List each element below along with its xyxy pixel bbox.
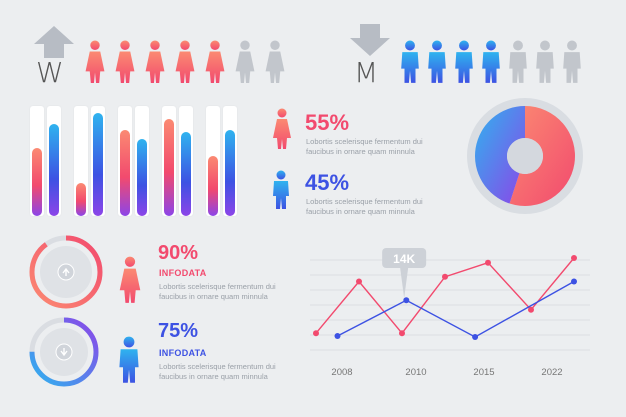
bar <box>164 119 174 216</box>
men-description: Lobortis scelerisque fermentum dui faucib… <box>306 197 423 216</box>
x-tick-label: 2010 <box>405 367 426 378</box>
bar <box>76 183 86 216</box>
woman-icon <box>273 108 291 149</box>
woman-icon <box>205 40 225 83</box>
arrow-glyph <box>62 267 70 276</box>
series-line-0 <box>315 257 575 335</box>
annotation-box <box>382 248 427 268</box>
woman-icon <box>145 40 165 83</box>
bar <box>225 130 235 216</box>
donut-hole <box>507 138 543 174</box>
woman-icon <box>175 40 195 83</box>
men-percentage: 45% <box>305 170 350 195</box>
data-point <box>356 278 362 285</box>
data-point <box>442 273 448 280</box>
data-point <box>313 330 319 337</box>
up-arrow-icon <box>34 26 74 58</box>
women-progress-ring <box>29 235 103 309</box>
bar <box>120 130 130 216</box>
men-progress-ring <box>29 317 99 387</box>
women-icon-row <box>84 40 286 84</box>
man-icon <box>428 40 446 83</box>
bar <box>181 132 191 216</box>
women-letter: W <box>36 56 64 89</box>
annotation-pointer <box>400 268 409 298</box>
donut-slice-men <box>475 106 525 204</box>
women-percentage: 55% <box>305 110 350 135</box>
woman-icon <box>85 40 105 83</box>
data-point <box>571 255 577 261</box>
man-icon <box>455 40 473 83</box>
series-line-1 <box>337 280 575 338</box>
men-infodata-label: INFODATA <box>159 348 207 358</box>
woman-icon <box>265 40 285 83</box>
down-arrow-icon <box>350 24 390 56</box>
data-point <box>403 297 410 304</box>
women-infodata-label: INFODATA <box>159 268 207 278</box>
men-progress-percentage: 75% <box>158 320 199 342</box>
ring-progress <box>29 235 103 309</box>
arrow-glyph <box>60 348 68 357</box>
man-icon <box>536 40 554 83</box>
x-tick-label: 2015 <box>473 367 494 378</box>
man-icon <box>273 170 289 209</box>
men-icon-row <box>400 40 582 84</box>
woman-icon <box>115 40 135 83</box>
men-letter: M <box>354 56 379 89</box>
data-point <box>528 306 534 313</box>
annotation-label: 14K <box>393 252 415 266</box>
line-chart: 14K 2008 2010 2015 2022 <box>310 248 590 378</box>
man-icon <box>482 40 500 83</box>
women-progress-percentage: 90% <box>158 242 199 264</box>
bar <box>49 123 59 216</box>
woman-icon <box>119 256 141 303</box>
men-progress-description: Lobortis scelerisque fermentum dui faucib… <box>159 362 276 381</box>
donut-slice-women <box>509 106 575 206</box>
women-progress-description: Lobortis scelerisque fermentum dui faucib… <box>159 282 276 301</box>
data-point <box>571 278 577 285</box>
bar <box>93 112 103 216</box>
man-icon <box>119 336 139 383</box>
man-icon <box>509 40 527 83</box>
donut-chart <box>467 98 583 214</box>
bar-chart <box>30 100 240 216</box>
data-point <box>472 333 479 340</box>
x-tick-label: 2022 <box>541 367 562 378</box>
data-point <box>399 330 405 337</box>
x-tick-label: 2008 <box>331 367 352 378</box>
ring-progress <box>29 317 99 387</box>
man-icon <box>401 40 419 83</box>
data-point <box>334 333 341 340</box>
data-point <box>485 259 491 266</box>
woman-icon <box>235 40 255 83</box>
bar <box>208 155 218 216</box>
bar <box>32 147 42 216</box>
bar <box>137 139 147 216</box>
man-icon <box>563 40 581 83</box>
women-description: Lobortis scelerisque fermentum dui faucib… <box>306 137 423 156</box>
